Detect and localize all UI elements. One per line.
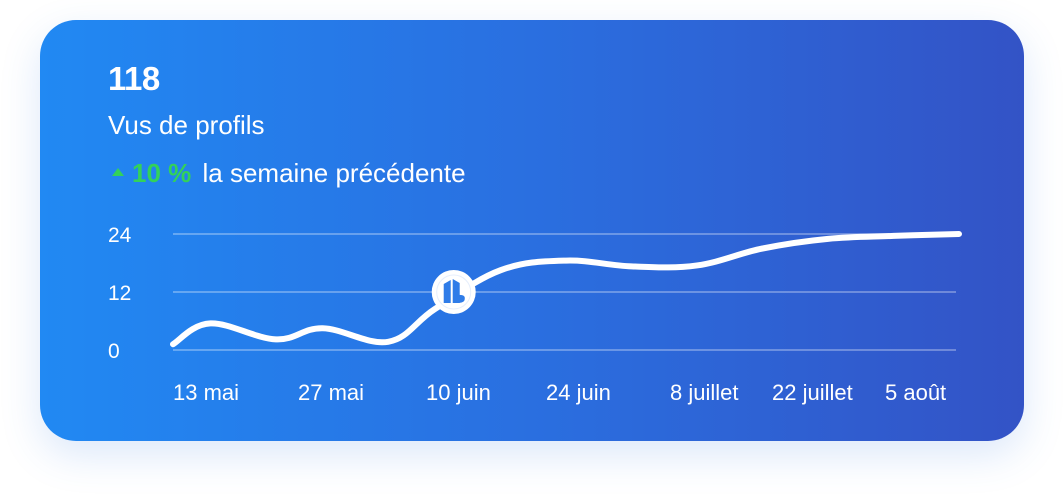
- logo-shape: [443, 279, 460, 303]
- series-line: [170, 231, 962, 348]
- x-tick-label: 5 août: [885, 380, 946, 405]
- y-tick-label: 12: [108, 282, 131, 305]
- logo-shape-accent: [456, 294, 465, 303]
- x-tick-label: 10 juin: [426, 380, 491, 405]
- logo-badge-icon[interactable]: [431, 270, 476, 314]
- weekly-change: 10 % la semaine précédente: [112, 158, 466, 189]
- x-tick-label: 22 juillet: [772, 380, 853, 405]
- x-tick-label: 27 mai: [298, 380, 364, 405]
- profile-views-card: 118 Vus de profils 10 % la semaine précé…: [40, 20, 1024, 441]
- y-tick-label: 24: [108, 224, 132, 247]
- x-tick-label: 13 mai: [173, 380, 239, 405]
- y-tick-label: 0: [108, 340, 120, 363]
- triangle-up-icon: [112, 168, 124, 177]
- metric-value: 118: [108, 60, 160, 97]
- change-text: la semaine précédente: [202, 158, 466, 188]
- profile-views-line-chart: 0 12 24 13 mai 27 mai 10 juin 24 juin 8 juille…: [108, 224, 962, 405]
- x-tick-label: 24 juin: [546, 380, 611, 405]
- x-tick-label: 8 juillet: [670, 380, 738, 405]
- metric-label: Vus de profils: [108, 110, 265, 140]
- change-percent: 10 %: [132, 158, 192, 188]
